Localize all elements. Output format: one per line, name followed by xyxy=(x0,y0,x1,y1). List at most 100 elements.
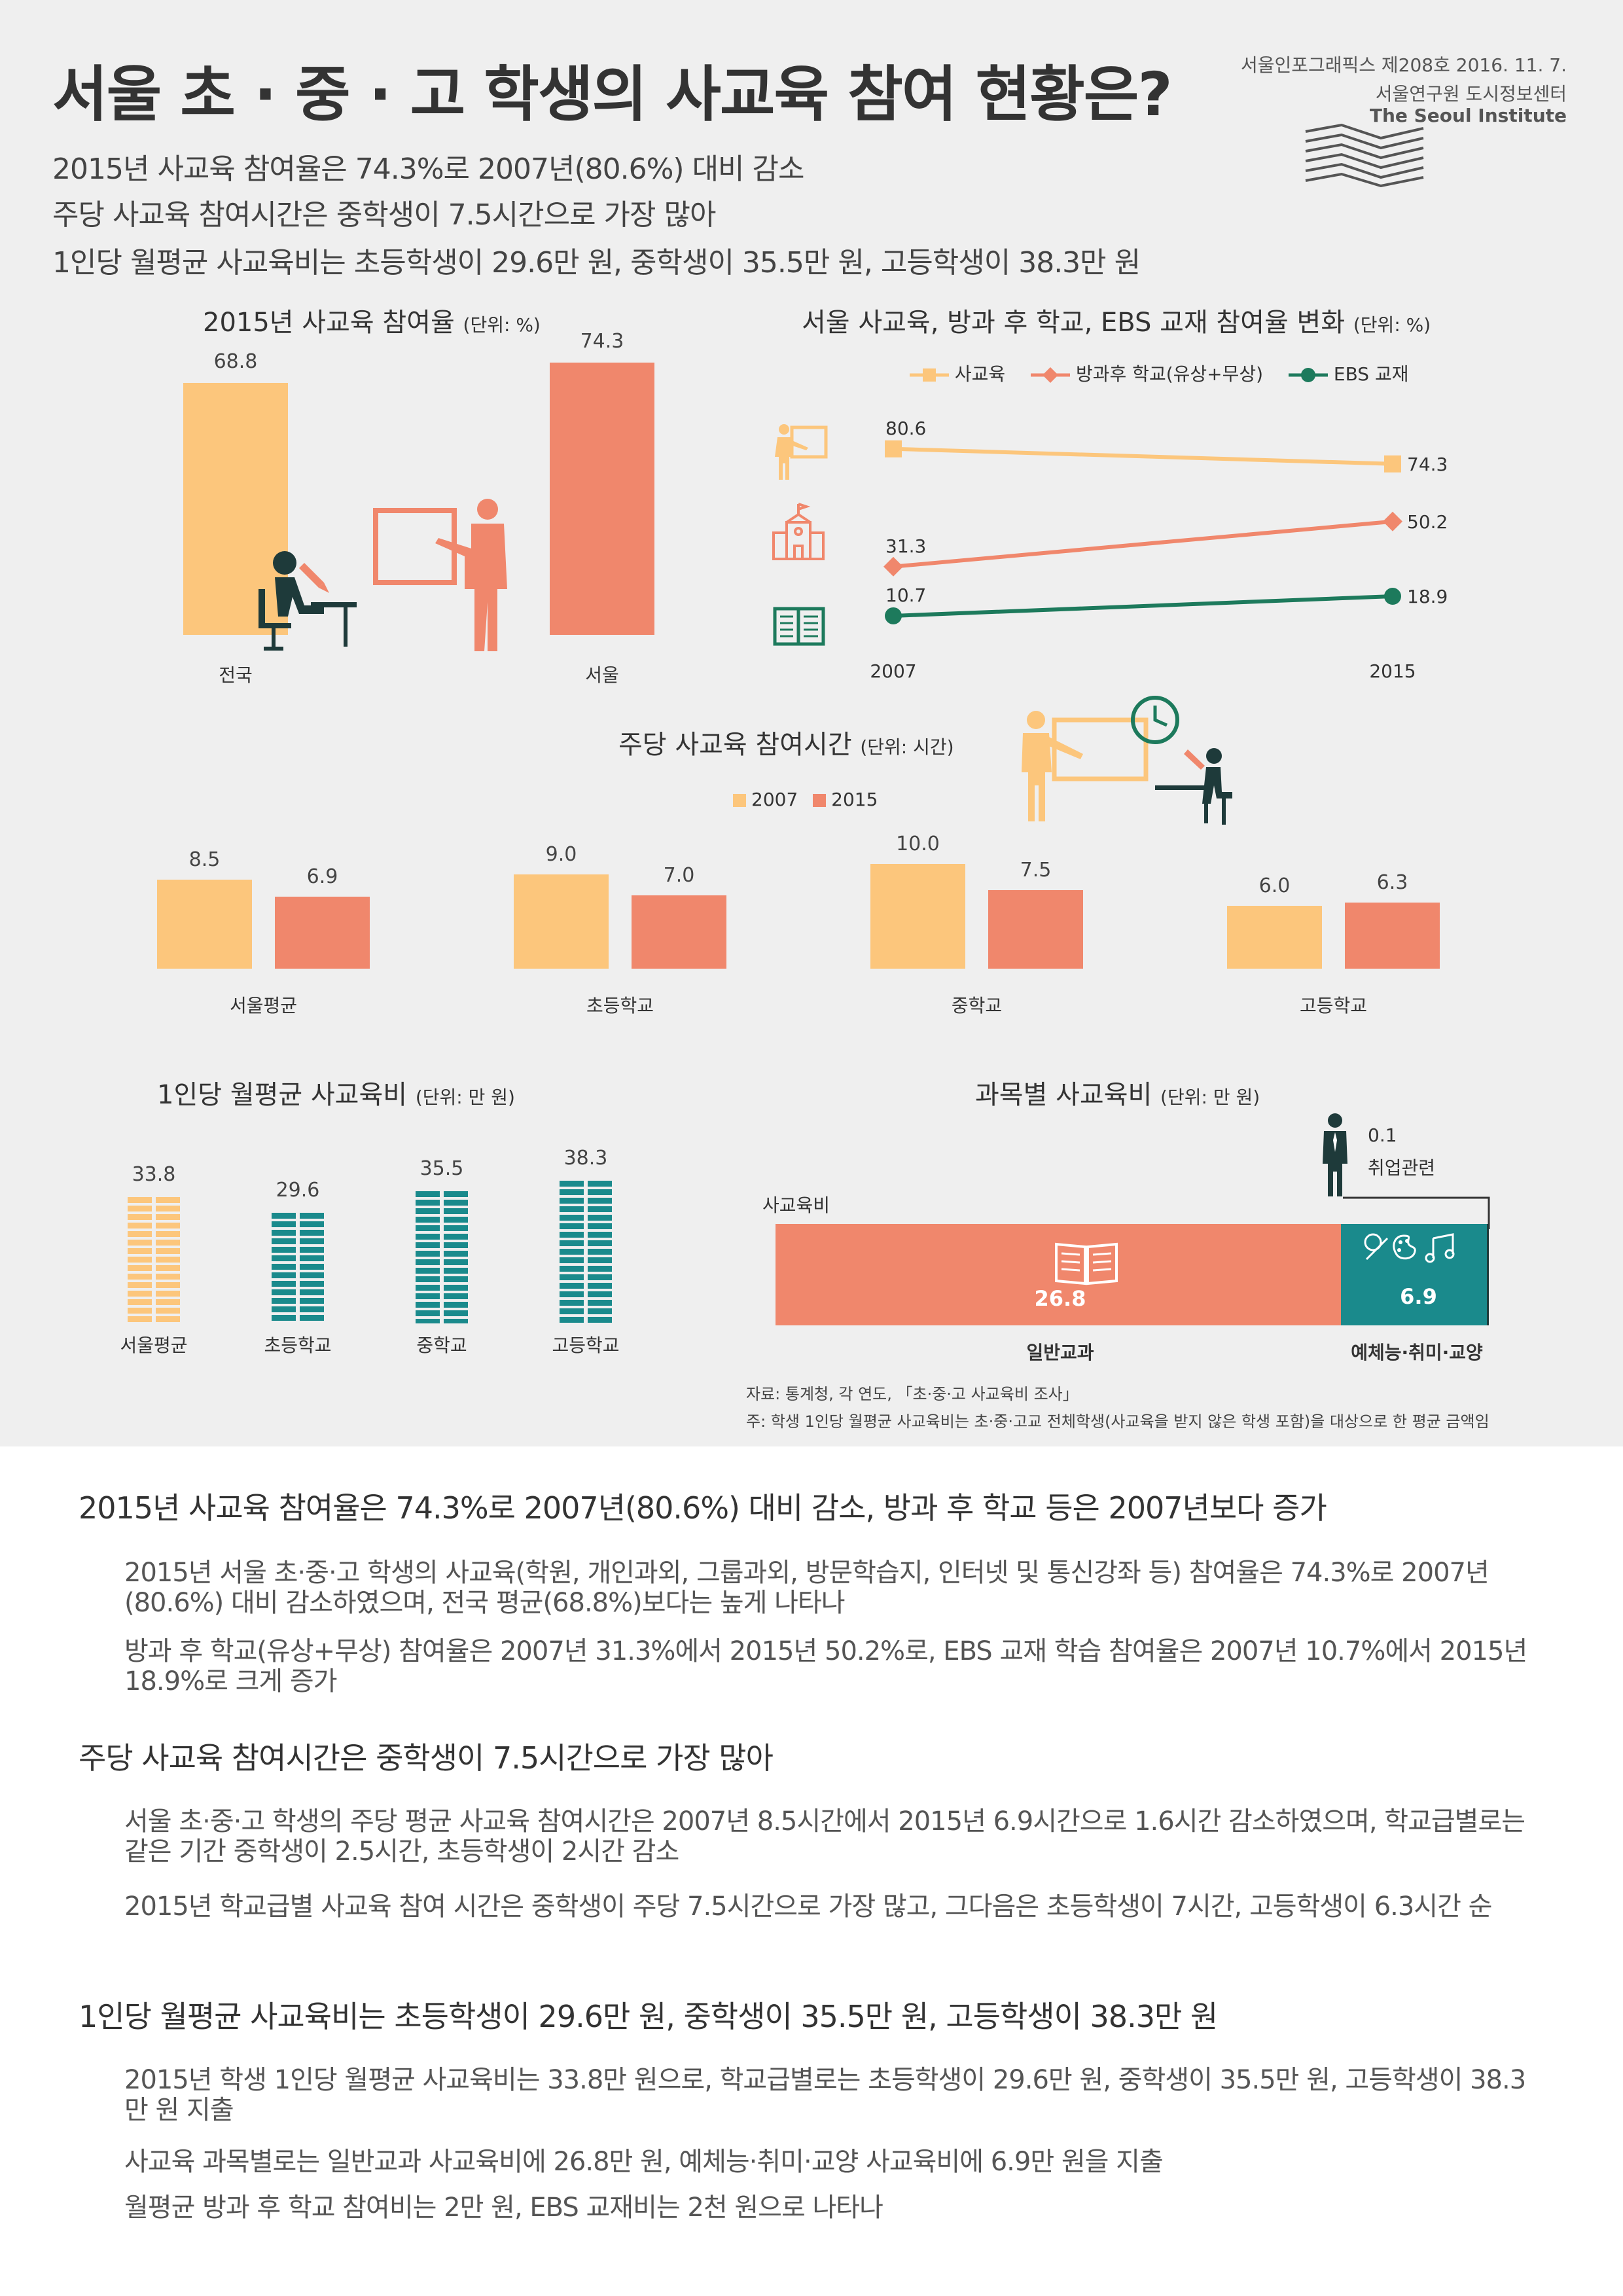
data-label: 74.3 xyxy=(1407,454,1448,475)
chart3-value-label: 7.5 xyxy=(1020,859,1052,882)
chart4-bar-divider xyxy=(152,1197,156,1323)
chart5-unit: (단위: 만 원) xyxy=(1160,1086,1260,1108)
chart5-callout-line xyxy=(1343,1196,1490,1229)
source-note: 자료: 통계청, 각 연도, 「초·중·고 사교육비 조사」 xyxy=(746,1385,1079,1403)
section-paragraph: 2015년 학생 1인당 월평균 사교육비는 33.8만 원으로, 학교급별로는… xyxy=(124,2065,1526,2125)
book-icon xyxy=(773,607,825,646)
section-paragraph: 사교육 과목별로는 일반교과 사교육비에 26.8만 원, 예체능·취미·교양 … xyxy=(124,2147,1164,2177)
chart5-area xyxy=(776,1224,1495,1329)
data-label: 31.3 xyxy=(885,535,926,557)
section-heading: 주당 사교육 참여시간은 중학생이 7.5시간으로 가장 많아 xyxy=(79,1740,774,1776)
data-label: 50.2 xyxy=(1407,511,1448,533)
segment-value-label: 6.9 xyxy=(1400,1284,1437,1309)
chart1-bar-national xyxy=(183,382,288,635)
chart5-title-text: 과목별 사교육비 xyxy=(975,1080,1152,1110)
legend-swatch xyxy=(813,794,827,807)
chart3-category-label: 서울평균 xyxy=(229,995,298,1016)
section-paragraph: 서울 초·중·고 학생의 주당 평균 사교육 참여시간은 2007년 8.5시간… xyxy=(124,1806,1525,1867)
chart3-legend: 2007 2015 xyxy=(733,789,878,810)
chart4-category-label: 서울평균 xyxy=(120,1335,188,1356)
arts-icons xyxy=(1361,1230,1459,1263)
chart3-unit: (단위: 시간) xyxy=(860,736,954,758)
chart1-unit: (단위: %) xyxy=(463,314,541,336)
chart3-area: 8.5 6.9 서울평균 9.0 7.0 초등학교 10.0 7.5 중학교 6.0 6.3 고등학교 xyxy=(131,833,1505,1028)
data-label: 80.6 xyxy=(885,418,926,439)
publication-info: 서울인포그래픽스 제208호 2016. 11. 7. xyxy=(1240,54,1567,76)
chart3-title: 주당 사교육 참여시간 (단위: 시간) xyxy=(618,723,954,761)
sports-art-music-icon xyxy=(1364,1233,1455,1263)
teacher-clock-icon xyxy=(1022,696,1232,825)
open-book-icon xyxy=(1055,1242,1118,1285)
chart3-value-label: 8.5 xyxy=(188,848,221,871)
chart4-category-label: 고등학교 xyxy=(552,1335,620,1356)
chart5-segment xyxy=(1486,1224,1489,1325)
legend-label: 방과후 학교(유상+무상) xyxy=(1076,363,1264,385)
institute-name-ko: 서울연구원 도시정보센터 xyxy=(1375,83,1567,105)
legend-label: 2015 xyxy=(831,789,878,810)
chart3-bar xyxy=(157,880,252,969)
chart3-category-label: 초등학교 xyxy=(586,995,654,1016)
chart1-bar-seoul xyxy=(550,362,654,635)
section-paragraph: 2015년 학교급별 사교육 참여 시간은 중학생이 주당 7.5시간으로 가장… xyxy=(124,1892,1492,1922)
data-point xyxy=(1384,588,1401,605)
chart5-row-label: 사교육비 xyxy=(762,1194,830,1216)
chart1-title: 2015년 사교육 참여율 (단위: %) xyxy=(203,301,541,339)
series-line xyxy=(893,519,1393,569)
chart4-bar-divider xyxy=(296,1213,300,1323)
chart3-bar xyxy=(1345,903,1440,969)
chart3-bar xyxy=(514,874,609,969)
chart2-x-label: 2007 xyxy=(870,660,916,682)
section-heading: 1인당 월평균 사교육비는 초등학생이 29.6만 원, 중학생이 35.5만 … xyxy=(79,1999,1218,2034)
legend-swatch xyxy=(733,794,746,807)
series-line xyxy=(893,594,1393,618)
chart4-title: 1인당 월평균 사교육비 (단위: 만 원) xyxy=(157,1073,515,1111)
teacher-icon-small xyxy=(775,424,828,480)
chart1-category-label: 서울 xyxy=(585,664,619,686)
chart4-unit: (단위: 만 원) xyxy=(415,1086,515,1108)
chart2-unit: (단위: %) xyxy=(1353,314,1431,336)
segment-value-label: 26.8 xyxy=(1034,1286,1086,1311)
section-paragraph: 월평균 방과 후 학교 참여비는 2만 원, EBS 교재비는 2천 원으로 나… xyxy=(124,2193,883,2223)
data-label: 18.9 xyxy=(1407,586,1448,607)
legend-label: EBS 교재 xyxy=(1333,363,1409,385)
chart3-value-label: 10.0 xyxy=(896,833,940,855)
chart3-bar xyxy=(988,890,1083,969)
chart5-segment xyxy=(776,1224,1342,1325)
segment-name-label: 일반교과 xyxy=(1026,1342,1094,1363)
chart4-bar xyxy=(128,1197,180,1323)
data-point xyxy=(1383,511,1402,531)
chart2-x-label: 2015 xyxy=(1369,660,1416,682)
chart4-value-label: 38.3 xyxy=(563,1146,608,1170)
legend-marker-diamond xyxy=(1031,367,1071,383)
chart3-bar xyxy=(632,895,726,969)
chart3-bar xyxy=(275,896,370,969)
chart2-legend: 사교육 방과후 학교(유상+무상) EBS 교재 xyxy=(910,360,1408,386)
chart2-title: 서울 사교육, 방과 후 학교, EBS 교재 참여율 변화 (단위: %) xyxy=(802,301,1431,339)
legend-label: 2007 xyxy=(751,789,798,810)
chart4-area: 33.8 서울평균 29.6 초등학교 35.5 중학교 38.3 고등학교 xyxy=(98,1139,654,1381)
chart5-title: 과목별 사교육비 (단위: 만 원) xyxy=(975,1073,1260,1111)
school-icon xyxy=(772,503,825,560)
subtitle-3: 1인당 월평균 사교육비는 초등학생이 29.6만 원, 중학생이 35.5만 … xyxy=(52,246,1141,279)
chart4-bar-divider xyxy=(584,1180,588,1323)
chart3-value-label: 6.0 xyxy=(1258,874,1291,897)
footnote: 주: 학생 1인당 월평균 사교육비는 초·중·고교 전체학생(사교육을 받지 … xyxy=(746,1412,1489,1431)
chart1-category-label: 전국 xyxy=(219,664,253,686)
legend-label: 사교육 xyxy=(954,363,1006,385)
chart2-svg: 80.6 74.3 31.3 50.2 10.7 18.9 2007 2015 xyxy=(772,418,1448,682)
institute-logo-icon xyxy=(1305,123,1424,187)
chart4-bar xyxy=(560,1180,612,1323)
segment-name-label: 취업관련 xyxy=(1368,1157,1436,1179)
chart4-category-label: 초등학교 xyxy=(264,1335,332,1356)
chart4-value-label: 35.5 xyxy=(419,1157,464,1180)
data-label: 10.7 xyxy=(885,584,926,606)
chart3-value-label: 6.9 xyxy=(306,865,338,888)
businessman-icon xyxy=(1323,1113,1347,1196)
chart3-value-label: 9.0 xyxy=(545,843,577,866)
chart1-title-text: 2015년 사교육 참여율 xyxy=(203,308,455,338)
data-point xyxy=(883,556,903,577)
chart4-value-label: 33.8 xyxy=(132,1163,176,1187)
student-desk-icon xyxy=(259,551,357,651)
chart2-title-text: 서울 사교육, 방과 후 학교, EBS 교재 참여율 변화 xyxy=(802,308,1346,338)
chart3-value-label: 7.0 xyxy=(663,864,695,887)
